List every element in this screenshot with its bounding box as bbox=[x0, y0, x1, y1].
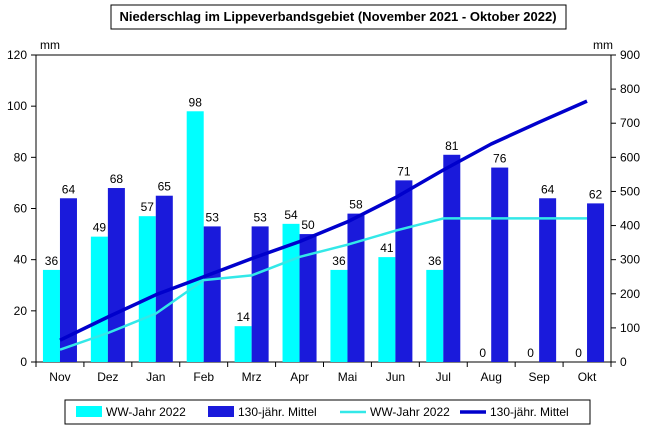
data-label: 0 bbox=[575, 346, 582, 360]
x-tick-label: Jun bbox=[386, 370, 405, 384]
legend-label: 130-jähr. Mittel bbox=[238, 405, 317, 419]
data-label: 53 bbox=[253, 210, 267, 224]
data-label: 54 bbox=[284, 208, 298, 222]
y-left-tick-label: 120 bbox=[7, 48, 27, 62]
x-tick-label: Feb bbox=[193, 370, 214, 384]
x-tick-label: Jul bbox=[436, 370, 451, 384]
y-right-tick-label: 800 bbox=[620, 82, 640, 96]
bar-ww-jahr-2022 bbox=[42, 269, 60, 362]
line-130-jaehr-mittel-cumulative bbox=[59, 99, 588, 342]
bar-130-jaehr-mittel bbox=[107, 188, 125, 362]
data-label: 50 bbox=[301, 218, 315, 232]
data-label: 62 bbox=[589, 187, 603, 201]
data-label: 49 bbox=[93, 221, 107, 235]
y-right-tick-label: 0 bbox=[620, 355, 627, 369]
data-label: 53 bbox=[206, 210, 220, 224]
data-label: 0 bbox=[527, 346, 534, 360]
plot-area bbox=[35, 54, 612, 363]
y-right-tick-label: 400 bbox=[620, 219, 640, 233]
bar-130-jaehr-mittel bbox=[347, 213, 365, 362]
bar-ww-jahr-2022 bbox=[234, 326, 252, 362]
bar-ww-jahr-2022 bbox=[138, 216, 156, 362]
data-label: 14 bbox=[236, 310, 250, 324]
bar-130-jaehr-mittel bbox=[443, 154, 461, 362]
chart-title: Niederschlag im Lippeverbandsgebiet (Nov… bbox=[119, 9, 556, 24]
bar-ww-jahr-2022 bbox=[378, 257, 396, 362]
y-left-tick-label: 0 bbox=[20, 355, 27, 369]
bar-ww-jahr-2022 bbox=[186, 111, 204, 363]
data-label: 98 bbox=[189, 95, 203, 109]
y-left-tick-label: 40 bbox=[14, 253, 28, 267]
y-right-tick-label: 100 bbox=[620, 321, 640, 335]
bar-ww-jahr-2022 bbox=[90, 236, 108, 362]
y-axis-right-unit: mm bbox=[593, 38, 613, 52]
data-label: 36 bbox=[428, 254, 442, 268]
bar-130-jaehr-mittel bbox=[395, 180, 413, 362]
data-label: 81 bbox=[445, 139, 459, 153]
y-left-tick-label: 100 bbox=[7, 99, 27, 113]
data-label: 65 bbox=[158, 180, 172, 194]
bar-130-jaehr-mittel bbox=[203, 226, 221, 362]
x-tick-label: Okt bbox=[578, 370, 597, 384]
bar-130-jaehr-mittel bbox=[155, 195, 173, 362]
bar-130-jaehr-mittel bbox=[539, 198, 557, 362]
y-left-tick-label: 20 bbox=[14, 304, 28, 318]
y-right-tick-label: 300 bbox=[620, 253, 640, 267]
x-tick-label: Mrz bbox=[242, 370, 262, 384]
y-right-tick-label: 600 bbox=[620, 150, 640, 164]
legend-swatch-bar bbox=[76, 406, 102, 417]
line-ww-jahr-2022-cumulative bbox=[59, 217, 587, 351]
x-tick-label: Sep bbox=[528, 370, 550, 384]
chart-title-box bbox=[110, 4, 567, 30]
data-label: 64 bbox=[541, 182, 555, 196]
data-label: 57 bbox=[141, 200, 155, 214]
x-tick-label: Apr bbox=[290, 370, 309, 384]
data-label: 58 bbox=[349, 198, 363, 212]
data-label: 64 bbox=[62, 182, 76, 196]
y-right-tick-label: 900 bbox=[620, 48, 640, 62]
legend-label: WW-Jahr 2022 bbox=[370, 405, 450, 419]
chart-title-group: Niederschlag im Lippeverbandsgebiet (Nov… bbox=[110, 4, 567, 30]
data-label: 76 bbox=[493, 152, 507, 166]
bar-130-jaehr-mittel bbox=[251, 226, 269, 362]
y-axis-left-unit: mm bbox=[40, 38, 60, 52]
x-tick-label: Jan bbox=[146, 370, 165, 384]
bar-130-jaehr-mittel bbox=[491, 167, 509, 362]
bar-ww-jahr-2022 bbox=[330, 269, 348, 362]
y-right-tick-label: 700 bbox=[620, 116, 640, 130]
data-label: 36 bbox=[45, 254, 59, 268]
y-right-tick-label: 500 bbox=[620, 184, 640, 198]
bar-130-jaehr-mittel bbox=[59, 198, 77, 362]
legend-label: 130-jähr. Mittel bbox=[490, 405, 569, 419]
legend-box bbox=[64, 399, 591, 425]
x-tick-label: Mai bbox=[338, 370, 357, 384]
data-label: 0 bbox=[479, 346, 486, 360]
data-label: 41 bbox=[380, 241, 394, 255]
legend-label: WW-Jahr 2022 bbox=[106, 405, 186, 419]
legend-swatch-bar bbox=[208, 406, 234, 417]
y-right-tick-label: 200 bbox=[620, 287, 640, 301]
x-tick-label: Aug bbox=[481, 370, 502, 384]
bar-130-jaehr-mittel bbox=[299, 234, 317, 362]
y-left-tick-label: 80 bbox=[14, 150, 28, 164]
y-left-tick-label: 60 bbox=[14, 202, 28, 216]
bar-ww-jahr-2022 bbox=[426, 269, 444, 362]
data-label: 68 bbox=[110, 172, 124, 186]
data-label: 71 bbox=[397, 164, 411, 178]
data-label: 36 bbox=[332, 254, 346, 268]
bar-130-jaehr-mittel bbox=[587, 203, 605, 362]
x-tick-label: Dez bbox=[97, 370, 118, 384]
x-tick-label: Nov bbox=[49, 370, 70, 384]
